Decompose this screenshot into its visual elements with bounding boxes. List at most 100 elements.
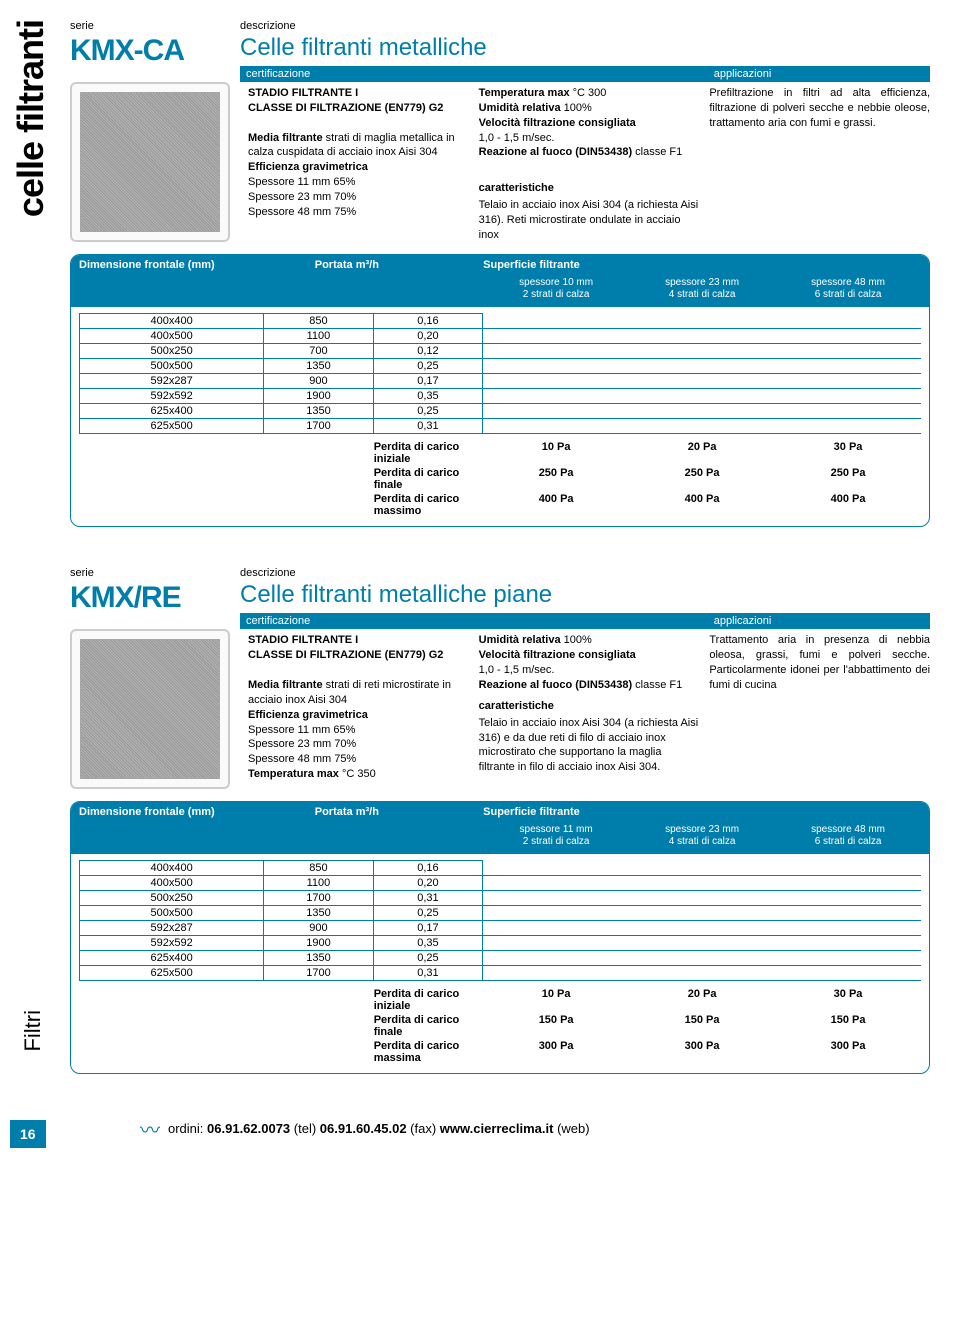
serie-label: serie: [70, 20, 240, 32]
loss-section: Perdita di carico iniziale 10 Pa20 Pa30 …: [71, 981, 929, 1073]
loss-row: Perdita di carico finale 250 Pa250 Pa250…: [71, 466, 929, 492]
product-block: serie KMX/RE descrizione Celle filtranti…: [70, 567, 930, 1074]
loss-value: 400 Pa: [629, 493, 775, 517]
table-row: 500x500 1350 0,25: [71, 906, 929, 921]
cell-flow: 700: [264, 344, 373, 359]
cell-surf: 0,31: [374, 419, 483, 434]
loss-value: 250 Pa: [483, 467, 629, 491]
loss-value: 150 Pa: [483, 1014, 629, 1038]
band-cert: certificazione: [246, 615, 504, 627]
loss-label: Perdita di carico massimo: [79, 493, 483, 517]
cell-flow: 1350: [264, 359, 373, 374]
loss-value: 400 Pa: [483, 493, 629, 517]
table-row: 592x287 900 0,17: [71, 374, 929, 389]
cell-dim: 592x287: [79, 374, 264, 389]
cell-flow: 1350: [264, 906, 373, 921]
loss-label: Perdita di carico massima: [79, 1040, 483, 1064]
cell-dim: 592x592: [79, 389, 264, 404]
serie-name: KMX/RE: [70, 581, 240, 615]
cell-surf: 0,35: [374, 389, 483, 404]
table-row: 400x400 850 0,16: [71, 313, 929, 329]
page: celle filtranti Filtri 16 serie KMX-CA d…: [0, 0, 960, 1163]
table-subhead: spessore 23 mm4 strati di calza: [629, 277, 775, 301]
loss-label: Perdita di carico finale: [79, 1014, 483, 1038]
loss-row: Perdita di carico massimo 400 Pa400 Pa40…: [71, 492, 929, 518]
loss-row: Perdita di carico finale 150 Pa150 Pa150…: [71, 1013, 929, 1039]
cell-dim: 400x500: [79, 876, 264, 891]
table-row: 500x500 1350 0,25: [71, 359, 929, 374]
cell-surf: 0,16: [374, 313, 483, 329]
loss-value: 10 Pa: [483, 988, 629, 1012]
table-row: 592x287 900 0,17: [71, 921, 929, 936]
loss-value: 10 Pa: [483, 441, 629, 465]
cell-surf: 0,25: [374, 404, 483, 419]
char-column: Umidità relativa 100%Velocità filtrazion…: [479, 633, 700, 789]
cell-dim: 500x250: [79, 344, 264, 359]
cell-flow: 1700: [264, 966, 373, 981]
product-block: serie KMX-CA descrizione Celle filtranti…: [70, 20, 930, 527]
band-mid: [504, 615, 714, 627]
table-row: 400x400 850 0,16: [71, 860, 929, 876]
table-head-2: spessore 11 mm2 strati di calza spessore…: [71, 822, 929, 854]
loss-value: 400 Pa: [775, 493, 921, 517]
cell-surf: 0,25: [374, 906, 483, 921]
footer-text: ordini: 06.91.62.0073 (tel) 06.91.60.45.…: [168, 1121, 590, 1136]
loss-label: Perdita di carico iniziale: [79, 441, 483, 465]
cell-flow: 1900: [264, 936, 373, 951]
cell-flow: 900: [264, 921, 373, 936]
cell-dim: 625x500: [79, 419, 264, 434]
data-table: Dimensione frontale (mm) Portata m³/h Su…: [70, 254, 930, 527]
loss-label: Perdita di carico finale: [79, 467, 483, 491]
table-subhead: spessore 10 mm2 strati di calza: [483, 277, 629, 301]
data-table: Dimensione frontale (mm) Portata m³/h Su…: [70, 801, 930, 1074]
table-subhead: spessore 48 mm6 strati di calza: [775, 824, 921, 848]
table-row: 500x250 1700 0,31: [71, 891, 929, 906]
loss-value: 20 Pa: [629, 441, 775, 465]
loss-section: Perdita di carico iniziale 10 Pa20 Pa30 …: [71, 434, 929, 526]
app-column: Prefiltrazione in filtri ad alta efficie…: [709, 86, 930, 242]
loss-value: 150 Pa: [629, 1014, 775, 1038]
table-row: 625x400 1350 0,25: [71, 404, 929, 419]
loss-row: Perdita di carico massima 300 Pa300 Pa30…: [71, 1039, 929, 1065]
cell-surf: 0,17: [374, 374, 483, 389]
table-row: 592x592 1900 0,35: [71, 389, 929, 404]
loss-value: 30 Pa: [775, 988, 921, 1012]
loss-value: 300 Pa: [629, 1040, 775, 1064]
cell-flow: 1900: [264, 389, 373, 404]
loss-row: Perdita di carico iniziale 10 Pa20 Pa30 …: [71, 440, 929, 466]
cell-flow: 1100: [264, 329, 373, 344]
cell-surf: 0,25: [374, 359, 483, 374]
footer: 〰 ordini: 06.91.62.0073 (tel) 06.91.60.4…: [70, 1114, 930, 1143]
loss-row: Perdita di carico iniziale 10 Pa20 Pa30 …: [71, 987, 929, 1013]
band-app: applicazioni: [714, 615, 924, 627]
loss-value: 300 Pa: [775, 1040, 921, 1064]
table-subhead: spessore 48 mm6 strati di calza: [775, 277, 921, 301]
table-row: 625x400 1350 0,25: [71, 951, 929, 966]
cell-surf: 0,31: [374, 891, 483, 906]
cell-flow: 1100: [264, 876, 373, 891]
page-number: 16: [10, 1120, 46, 1148]
desc-title: Celle filtranti metalliche: [240, 34, 930, 62]
desc-title: Celle filtranti metalliche piane: [240, 581, 930, 609]
table-subhead: spessore 23 mm4 strati di calza: [629, 824, 775, 848]
cell-flow: 850: [264, 313, 373, 329]
char-column: Temperatura max °C 300Umidità relativa 1…: [479, 86, 700, 242]
loss-label: Perdita di carico iniziale: [79, 988, 483, 1012]
table-head-1: Dimensione frontale (mm) Portata m³/h Su…: [71, 802, 929, 822]
cell-dim: 625x400: [79, 951, 264, 966]
cell-surf: 0,20: [374, 329, 483, 344]
band-mid: [504, 68, 714, 80]
cell-dim: 625x500: [79, 966, 264, 981]
cell-dim: 592x592: [79, 936, 264, 951]
product-image: [80, 92, 220, 232]
cell-surf: 0,12: [374, 344, 483, 359]
table-row: 400x500 1100 0,20: [71, 876, 929, 891]
cell-dim: 592x287: [79, 921, 264, 936]
side-label-secondary: Filtri: [20, 1010, 46, 1052]
table-row: 625x500 1700 0,31: [71, 966, 929, 981]
cell-flow: 850: [264, 860, 373, 876]
loss-value: 150 Pa: [775, 1014, 921, 1038]
cell-dim: 625x400: [79, 404, 264, 419]
cell-flow: 1700: [264, 419, 373, 434]
band-app: applicazioni: [714, 68, 924, 80]
